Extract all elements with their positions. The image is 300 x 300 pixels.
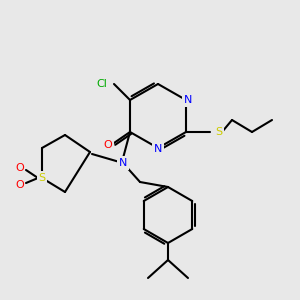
Text: O: O (103, 140, 112, 150)
Text: O: O (16, 180, 24, 190)
Text: N: N (119, 158, 127, 168)
Text: N: N (184, 95, 192, 105)
Text: Cl: Cl (96, 79, 107, 89)
Text: S: S (38, 173, 46, 183)
Text: N: N (154, 144, 162, 154)
Text: S: S (215, 127, 222, 137)
Text: O: O (16, 163, 24, 173)
